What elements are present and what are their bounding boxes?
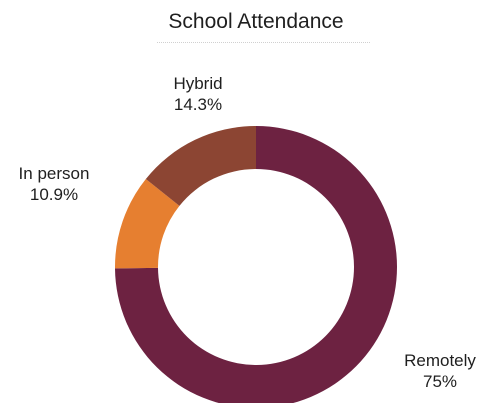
slice-label-hybrid-value: 14.3%	[173, 95, 223, 114]
slice-label-in-person: In person 10.9%	[4, 163, 104, 205]
donut-slice-in-person	[115, 178, 180, 269]
slice-label-hybrid-name: Hybrid	[173, 74, 223, 93]
slice-label-remotely-name: Remotely	[404, 351, 476, 370]
slice-label-in-person-value: 10.9%	[29, 185, 79, 204]
slice-label-remotely: Remotely 75%	[395, 350, 485, 392]
slice-label-hybrid: Hybrid 14.3%	[153, 73, 243, 115]
slice-label-in-person-name: In person	[18, 164, 90, 183]
title-divider	[157, 42, 370, 43]
slice-label-remotely-value: 75%	[422, 372, 458, 391]
donut-slice-hybrid	[145, 126, 256, 206]
donut-slice-remotely	[115, 126, 397, 403]
chart-title: School Attendance	[168, 10, 344, 33]
